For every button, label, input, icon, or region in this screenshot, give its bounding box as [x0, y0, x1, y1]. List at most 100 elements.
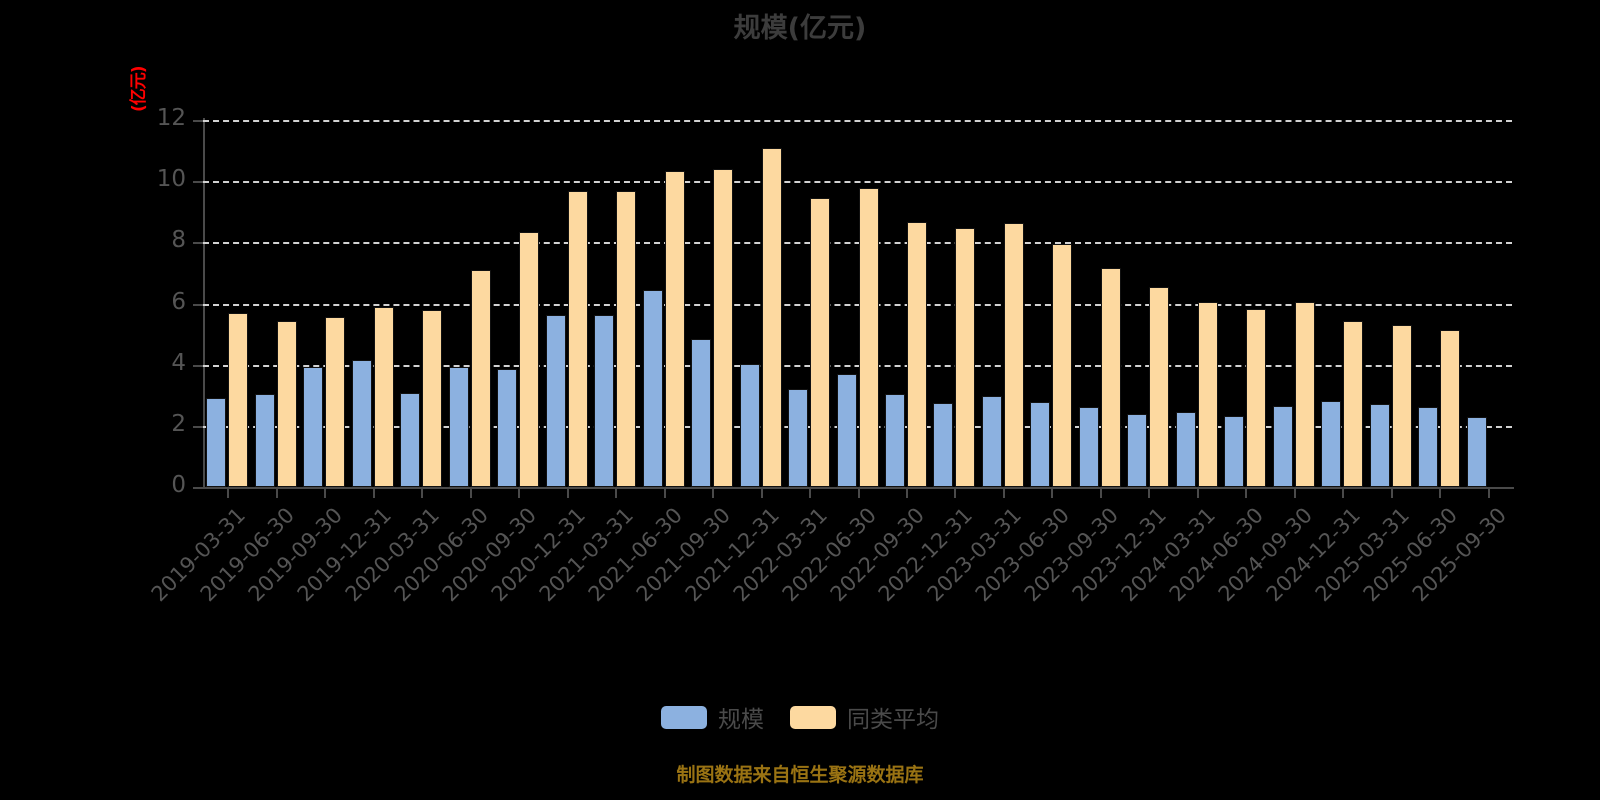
bar[interactable]	[1052, 244, 1073, 487]
x-tick-mark	[1148, 487, 1151, 498]
bar[interactable]	[616, 190, 637, 487]
gridline	[203, 120, 1512, 122]
y-tick-mark	[193, 242, 203, 245]
y-tick-label: 4	[171, 349, 186, 376]
bar[interactable]	[594, 314, 615, 487]
bar[interactable]	[1100, 268, 1121, 487]
bar[interactable]	[1294, 301, 1315, 487]
gridline	[203, 364, 1512, 367]
bar[interactable]	[1175, 412, 1196, 487]
bar[interactable]	[448, 367, 469, 487]
x-tick-mark	[615, 487, 618, 498]
x-tick-mark	[372, 487, 375, 498]
bar[interactable]	[788, 389, 809, 487]
bar[interactable]	[1369, 403, 1390, 487]
x-tick-mark	[1051, 487, 1054, 498]
bar[interactable]	[497, 368, 518, 487]
legend-swatch	[790, 705, 836, 729]
legend-item[interactable]: 规模	[661, 700, 764, 734]
bar[interactable]	[1127, 414, 1148, 487]
bar[interactable]	[254, 393, 275, 487]
gridline	[203, 303, 1512, 306]
bar[interactable]	[228, 313, 249, 487]
gridline	[203, 181, 1512, 184]
x-tick-mark	[1196, 487, 1199, 498]
x-tick-mark	[712, 487, 715, 498]
x-tick-mark	[421, 487, 424, 498]
footer-watermark: 制图数据来自恒生聚源数据库	[676, 764, 924, 786]
y-tick-label: 10	[156, 166, 186, 193]
bar[interactable]	[519, 232, 540, 487]
x-tick-mark	[469, 487, 472, 498]
bar[interactable]	[400, 393, 421, 487]
x-tick-mark	[905, 487, 908, 498]
y-tick-mark	[193, 303, 203, 306]
bar[interactable]	[1003, 223, 1024, 487]
bar[interactable]	[1197, 301, 1218, 487]
bar[interactable]	[1466, 416, 1487, 487]
legend-item[interactable]: 同类平均	[790, 700, 939, 734]
bar[interactable]	[1224, 416, 1245, 487]
x-tick-mark	[1002, 487, 1005, 498]
y-tick-label: 8	[171, 227, 186, 254]
bar[interactable]	[325, 317, 346, 487]
bar[interactable]	[810, 197, 831, 487]
bar[interactable]	[691, 339, 712, 487]
bar[interactable]	[470, 270, 491, 487]
bar[interactable]	[981, 396, 1002, 487]
gridline	[203, 425, 1512, 428]
bar[interactable]	[276, 320, 297, 487]
x-tick-mark	[1293, 487, 1296, 498]
bar[interactable]	[1391, 324, 1412, 487]
bar[interactable]	[955, 227, 976, 487]
bar[interactable]	[1149, 287, 1170, 487]
bar[interactable]	[1440, 329, 1461, 487]
bar[interactable]	[906, 221, 927, 487]
x-tick-mark	[1099, 487, 1102, 498]
bar[interactable]	[664, 170, 685, 487]
x-tick-mark	[275, 487, 278, 498]
bar[interactable]	[206, 398, 227, 487]
bar[interactable]	[836, 373, 857, 487]
bar[interactable]	[1418, 407, 1439, 487]
bar[interactable]	[351, 359, 372, 487]
x-tick-mark	[227, 487, 230, 498]
bar[interactable]	[1343, 320, 1364, 487]
y-tick-label: 6	[171, 288, 186, 315]
x-tick-mark	[1487, 487, 1490, 498]
gridline	[203, 242, 1512, 245]
bar[interactable]	[545, 315, 566, 487]
bar[interactable]	[1030, 402, 1051, 487]
bar[interactable]	[884, 394, 905, 487]
y-tick-mark	[193, 120, 203, 122]
bar[interactable]	[642, 289, 663, 487]
bar[interactable]	[373, 306, 394, 487]
bar[interactable]	[1272, 405, 1293, 487]
bar[interactable]	[567, 191, 588, 487]
y-tick-mark	[193, 425, 203, 428]
plot-area	[203, 120, 1512, 487]
x-tick-mark	[1245, 487, 1248, 498]
y-tick-label: 0	[171, 472, 186, 498]
bar[interactable]	[858, 187, 879, 487]
bar[interactable]	[739, 363, 760, 487]
bar[interactable]	[933, 403, 954, 487]
x-tick-mark	[566, 487, 569, 498]
bar[interactable]	[1321, 401, 1342, 487]
bar[interactable]	[761, 148, 782, 487]
x-tick-mark	[1439, 487, 1442, 498]
bar[interactable]	[303, 367, 324, 487]
x-tick-mark	[324, 487, 327, 498]
x-tick-mark	[954, 487, 957, 498]
x-tick-mark	[518, 487, 521, 498]
bar[interactable]	[1246, 308, 1267, 487]
legend: 规模 同类平均	[0, 700, 1600, 734]
y-tick-mark	[193, 487, 203, 489]
page-title: 规模(亿元)	[733, 13, 867, 44]
x-tick-mark	[1342, 487, 1345, 498]
bar[interactable]	[713, 168, 734, 487]
legend-swatch	[661, 705, 707, 729]
x-tick-mark	[857, 487, 860, 498]
bar[interactable]	[422, 310, 443, 487]
bar[interactable]	[1078, 407, 1099, 487]
